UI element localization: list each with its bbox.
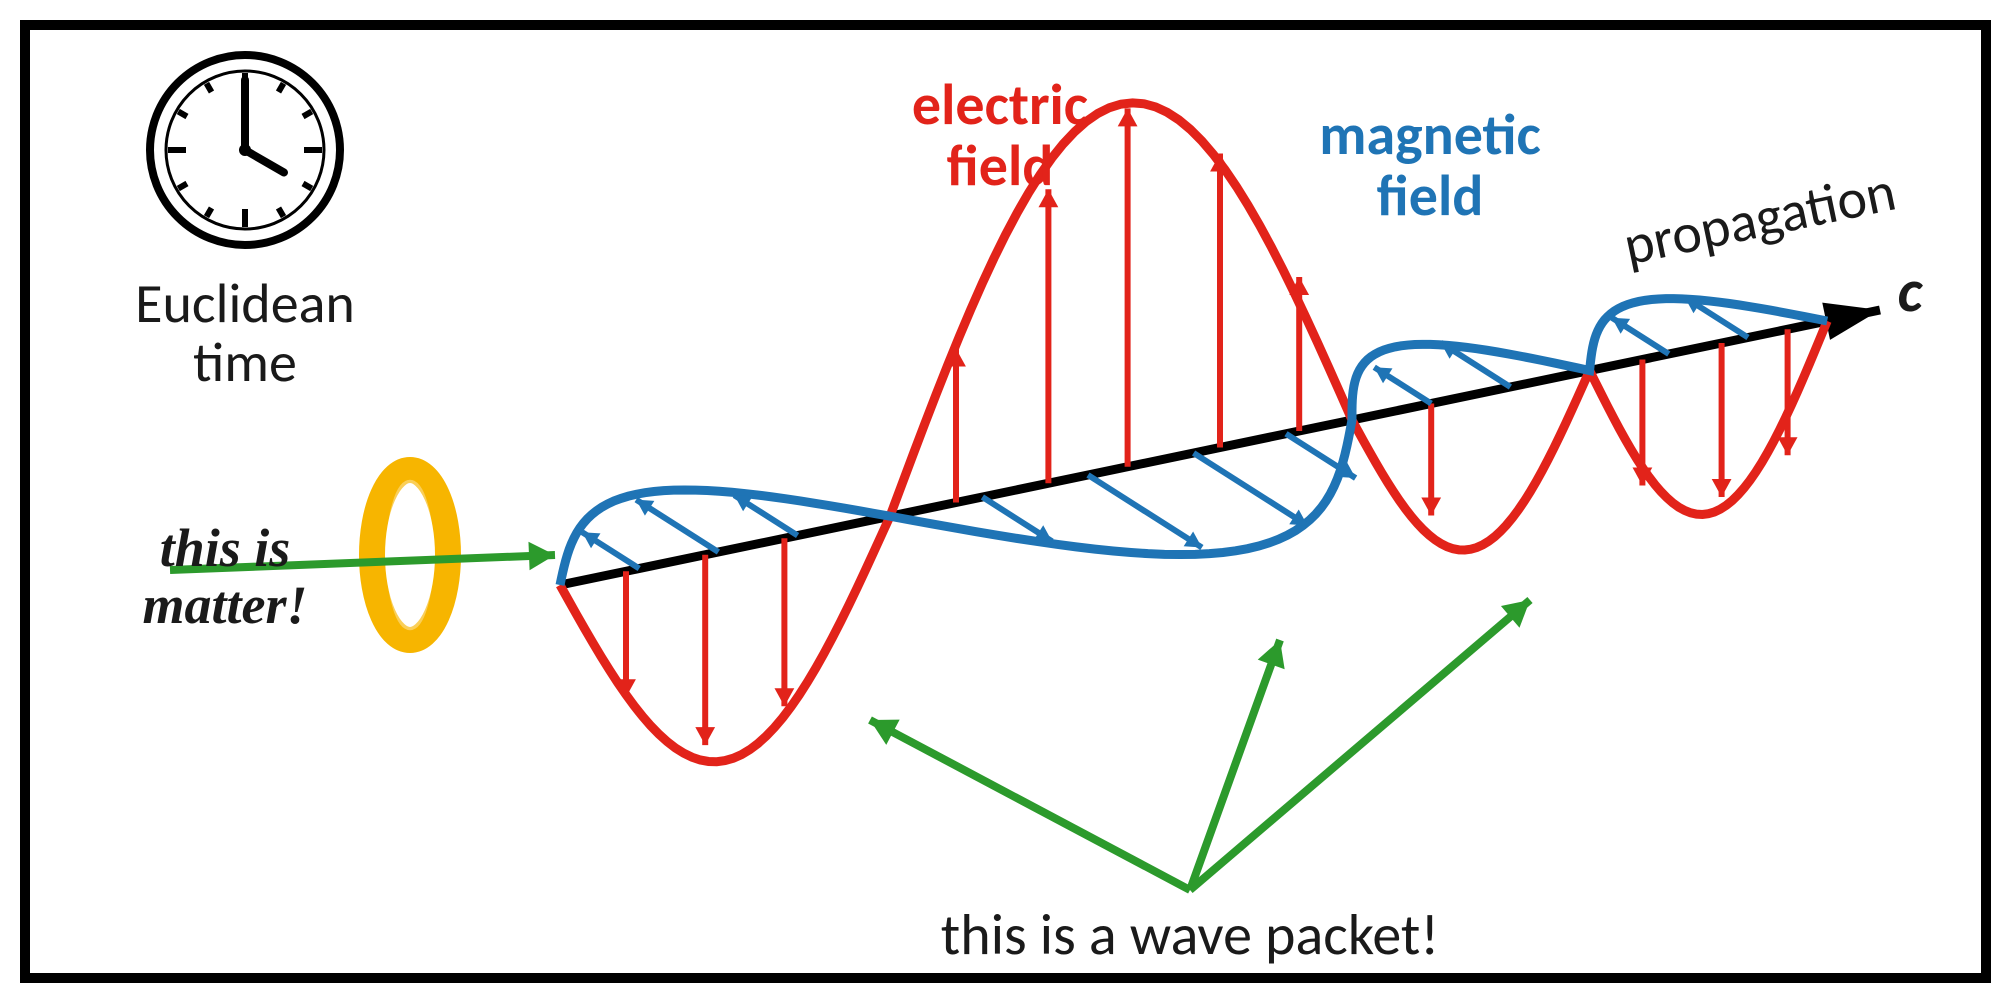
clock-tick [178, 184, 187, 189]
clock-hand [245, 150, 284, 173]
electric-arrow-head [1421, 498, 1441, 516]
magnetic-field-label: magnetic field [1319, 105, 1540, 227]
clock-tick [279, 83, 284, 92]
matter-ring [372, 470, 448, 640]
electric-field-label: electric field [912, 75, 1088, 197]
electric-arrow-head [1712, 479, 1732, 497]
clock-center [239, 144, 251, 156]
clock-tick [207, 208, 212, 217]
matter-ring-highlight [389, 483, 431, 628]
electric-arrow-head [1778, 437, 1798, 455]
wave-packet-label: this is a wave packet! [941, 905, 1439, 966]
clock-tick [207, 83, 212, 92]
euclidean-time-label: Euclidean time [135, 275, 355, 393]
electric-arrow-head [695, 727, 715, 745]
electric-curve [560, 103, 1827, 762]
electric-arrow-head [1118, 108, 1138, 126]
clock-tick [178, 112, 187, 117]
this-is-matter-label: this is matter! [142, 520, 307, 633]
clock-tick [303, 184, 312, 189]
magnetic-arrow [1194, 453, 1308, 525]
clock-tick [303, 112, 312, 117]
matter-pointer-head [528, 542, 555, 571]
magnetic-arrow [1088, 475, 1202, 547]
clock-tick [279, 208, 284, 217]
propagation-speed-c: c [1898, 260, 1923, 323]
wavepacket-pointer [870, 720, 1190, 890]
